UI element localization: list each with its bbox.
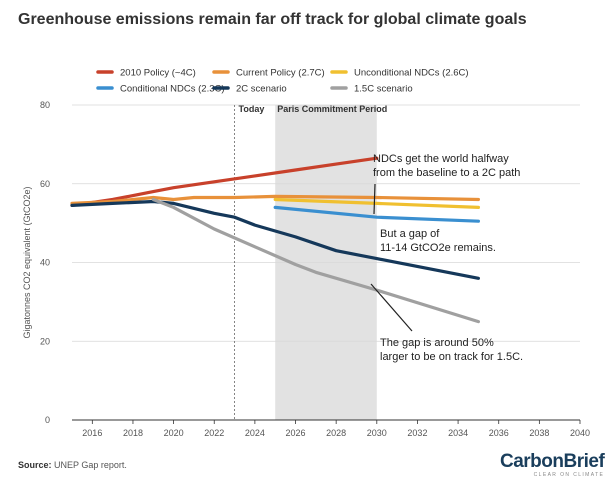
series-line-1 [70, 194, 480, 205]
x-tick-label: 2038 [529, 428, 549, 438]
x-tick-label: 2016 [82, 428, 102, 438]
x-tick-label: 2026 [286, 428, 306, 438]
legend-item-label: Unconditional NDCs (2.6C) [354, 68, 469, 79]
series-line-0 [70, 156, 379, 207]
annotation-text: But a gap of [380, 228, 440, 240]
series-lines [70, 156, 480, 324]
source-text: UNEP Gap report. [54, 460, 127, 470]
series-line-2 [273, 197, 480, 209]
source-note: Source: UNEP Gap report. [18, 460, 127, 470]
x-tick-label: 2034 [448, 428, 468, 438]
annotations: NDCs get the world halfway from the basel… [370, 153, 523, 363]
x-tick-label: 2032 [407, 428, 427, 438]
x-tick-label: 2040 [570, 428, 590, 438]
axes: 2016 2018 2020 2022 2024 2026 2028 2030 2032 2034… [22, 100, 590, 438]
x-tick-label: 2020 [164, 428, 184, 438]
x-tick-label: 2028 [326, 428, 346, 438]
x-tick-label: 2036 [489, 428, 509, 438]
series-line-5 [151, 197, 480, 324]
annotation-arrow [370, 283, 413, 332]
logo-tagline: CLEAR ON CLIMATE [533, 472, 605, 478]
y-tick-label: 80 [40, 100, 50, 110]
band-label: Paris Commitment Period [277, 104, 387, 114]
logo-part2: Brief [563, 451, 605, 472]
legend-item-label: 2C scenario [236, 84, 287, 95]
annotation-text: The gap is around 50% [380, 337, 494, 349]
x-tick-label: 2022 [204, 428, 224, 438]
legend-item-label: Current Policy (2.7C) [236, 68, 325, 79]
y-tick-label: 20 [40, 336, 50, 346]
x-tick-label: 2030 [367, 428, 387, 438]
y-gridlines [72, 104, 580, 342]
annotation-text: 11-14 GtCO2e remains. [380, 242, 496, 254]
source-label: Source: [18, 460, 52, 470]
legend-item-label: Conditional NDCs (2.3C) [120, 84, 225, 95]
today-marker: Today [234, 104, 265, 420]
legend-item-label: 2010 Policy (~4C) [120, 68, 196, 79]
legend: 2010 Policy (~4C) Current Policy (2.7C) Un… [96, 68, 469, 95]
annotation-text: from the baseline to a 2C path [373, 167, 520, 179]
today-label: Today [239, 104, 265, 114]
series-line-3 [273, 205, 480, 223]
series-line-4 [70, 199, 480, 280]
y-tick-label: 0 [45, 415, 50, 425]
annotation-text: NDCs get the world halfway [373, 153, 509, 165]
x-tick-label: 2024 [245, 428, 265, 438]
y-axis-label: Gigatonnes CO2 equivalent (GtCO2e) [22, 186, 32, 338]
carbonbrief-logo: CarbonBrief CLEAR ON CLIMATE [500, 451, 605, 478]
y-tick-label: 60 [40, 179, 50, 189]
annotation-text: larger to be on track for 1.5C. [380, 351, 523, 363]
y-tick-label: 40 [40, 258, 50, 268]
x-tick-label: 2018 [123, 428, 143, 438]
legend-item-label: 1.5C scenario [354, 84, 413, 95]
page-title: Greenhouse emissions remain far off trac… [18, 11, 527, 28]
annotation-arrow [373, 183, 376, 215]
logo-part1: Carbon [500, 451, 564, 472]
